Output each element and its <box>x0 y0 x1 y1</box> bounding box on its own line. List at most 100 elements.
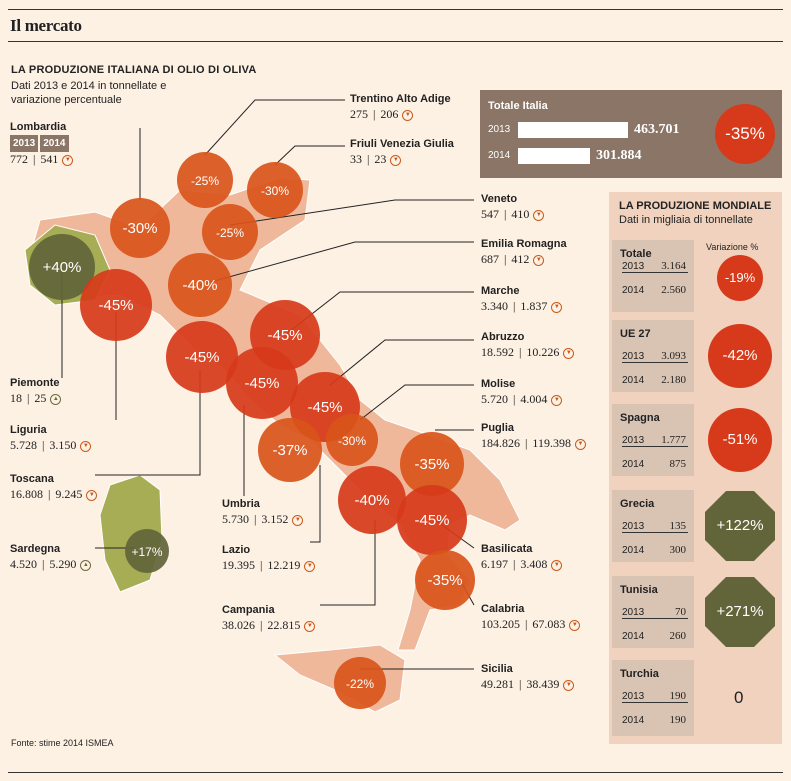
region-name: Trentino Alto Adige <box>350 93 451 105</box>
down-arrow-icon: ▼ <box>86 489 98 501</box>
bubble-change-label: -40% <box>354 492 389 509</box>
year-2014-label: 2014 <box>622 285 645 296</box>
country-name: Totale <box>620 248 652 260</box>
bubble-change-label: +17% <box>131 545 162 559</box>
label-toscana: Toscana 16.808 | 9.245 ▼ <box>10 472 98 502</box>
region-name: Veneto <box>481 193 518 205</box>
region-name: Toscana <box>10 473 54 485</box>
year-2014-label: 2014 <box>488 150 511 161</box>
bubble-puglia <box>400 432 464 496</box>
value-2013: 3.093 <box>661 350 686 362</box>
value-2013: 103.205 <box>481 617 520 631</box>
chart-title: LA PRODUZIONE ITALIANA DI OLIO DI OLIVA <box>11 64 257 76</box>
value-2014: 541 <box>40 152 59 166</box>
bubble-molise <box>326 414 378 466</box>
world-country-panel: Tunisia 2013 70 2014 260 <box>612 576 694 648</box>
row-2014: 2014 300 <box>622 544 688 556</box>
bubble-piemonte <box>29 234 95 300</box>
year-2013-label: 2013 <box>488 124 511 135</box>
value-2014: 412 <box>511 252 530 266</box>
down-arrow-icon: ▼ <box>533 209 545 221</box>
variation-header: Variazione % <box>706 242 759 252</box>
section-rule <box>8 41 783 42</box>
country-name: Tunisia <box>620 584 658 596</box>
value-2014: 3.408 <box>520 557 548 571</box>
value-2013: 4.520 <box>10 557 37 571</box>
label-sardegna: Sardegna 4.520 | 5.290 ▲ <box>10 542 92 572</box>
label-puglia: Puglia 184.826 | 119.398 ▼ <box>481 421 586 451</box>
year-2014-tag: 2014 <box>40 135 69 152</box>
region-name: Umbria <box>222 498 260 510</box>
year-2014-label: 2014 <box>622 715 645 726</box>
label-veneto: Veneto 547 | 410 ▼ <box>481 192 545 222</box>
country-name: Turchia <box>620 668 659 680</box>
value-2014: 9.245 <box>55 487 83 501</box>
region-name: Calabria <box>481 603 525 615</box>
value-2014: 12.219 <box>267 558 301 572</box>
value-2013: 184.826 <box>481 436 520 450</box>
value-2013: 275 <box>350 107 368 121</box>
row-2013: 2013 190 <box>622 690 688 703</box>
country-name: Spagna <box>620 412 660 424</box>
region-name: Liguria <box>10 424 47 436</box>
value-2013: 5.720 <box>481 392 508 406</box>
section-title: Il mercato <box>10 16 82 35</box>
value-2014: 23 <box>374 152 387 166</box>
value-2014: 260 <box>669 630 687 642</box>
value-2013: 1.777 <box>661 434 686 446</box>
down-arrow-icon: ▼ <box>402 109 414 121</box>
value-2014: 22.815 <box>267 618 301 632</box>
value-2014: 410 <box>511 207 530 221</box>
down-arrow-icon: ▼ <box>62 154 74 166</box>
down-arrow-icon: ▼ <box>551 301 563 313</box>
bottom-rule <box>8 772 783 773</box>
region-name: Sardegna <box>10 543 61 555</box>
year-2013-label: 2013 <box>622 691 645 702</box>
value-2013: 547 <box>481 207 499 221</box>
year-2013-tag: 2013 <box>10 135 39 152</box>
totale-change-circle: -35% <box>715 104 775 164</box>
bubble-change-label: -35% <box>427 572 462 589</box>
row-2013: 2013 3.164 <box>622 260 688 273</box>
region-name: Piemonte <box>10 377 60 389</box>
value-2014: 206 <box>380 107 399 121</box>
bubble-change-label: -45% <box>414 512 449 529</box>
label-abruzzo: Abruzzo 18.592 | 10.226 ▼ <box>481 330 575 360</box>
region-name: Basilicata <box>481 543 533 555</box>
value-2014: 300 <box>669 544 687 556</box>
label-calabria: Calabria 103.205 | 67.083 ▼ <box>481 602 581 632</box>
year-2014-label: 2014 <box>622 545 645 556</box>
bubble-change-label: -30% <box>338 434 366 448</box>
world-change-marker: -42% <box>708 324 772 388</box>
country-name: Grecia <box>620 498 655 510</box>
value-2014: 1.837 <box>520 299 548 313</box>
totale-italia-title: Totale Italia <box>488 100 548 112</box>
value-2013: 6.197 <box>481 557 508 571</box>
down-arrow-icon: ▼ <box>569 619 581 631</box>
year-2014-label: 2014 <box>622 631 645 642</box>
label-sicilia: Sicilia 49.281 | 38.439 ▼ <box>481 662 575 692</box>
value-2013: 190 <box>669 690 687 702</box>
value-2014: 2.180 <box>661 374 686 386</box>
value-2014: 4.004 <box>520 392 548 406</box>
up-arrow-icon: ▲ <box>50 393 62 405</box>
down-arrow-icon: ▼ <box>533 254 545 266</box>
region-name: Molise <box>481 378 516 390</box>
bubble-change-label: -25% <box>216 226 244 240</box>
chart-subtitle: Dati 2013 e 2014 in tonnellate e variazi… <box>11 80 167 106</box>
value-2013: 18 <box>10 391 22 405</box>
year-2014-label: 2014 <box>622 375 645 386</box>
row-2013: 2013 135 <box>622 520 688 533</box>
bubble-change-label: -30% <box>122 220 157 237</box>
bubble-change-label: -37% <box>272 442 307 459</box>
label-umbria: Umbria 5.730 | 3.152 ▼ <box>222 497 304 527</box>
up-arrow-icon: ▲ <box>80 559 92 571</box>
value-2014: 190 <box>669 714 687 726</box>
bubble-lombardia <box>110 198 170 258</box>
bubble-change-label: -25% <box>191 174 219 188</box>
label-piemonte: Piemonte 18 | 25 ▲ <box>10 377 62 405</box>
bubble-trentino-alto-adige <box>177 152 233 208</box>
bubble-change-label: -45% <box>184 349 219 366</box>
value-2014: 3.152 <box>261 512 289 526</box>
